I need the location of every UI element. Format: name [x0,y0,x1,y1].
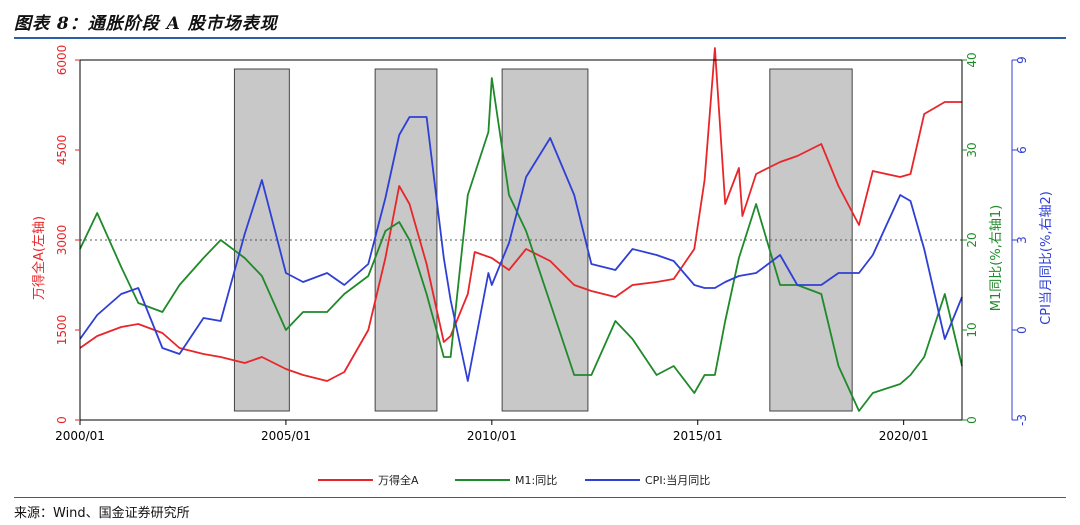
figure-source: 来源：Wind、国金证券研究所 [14,506,190,521]
y-left-axis-label: 万得全A(左轴) [31,216,47,300]
y-right2-axis-label: CPI当月同比(%,右轴2) [1039,191,1054,325]
y_right2-tick-label-1: -3 [1015,414,1029,426]
chart: 2000/01 2005/01 2010/01 2015/01 2020/01 0 150… [31,45,1054,487]
shaded-periods [233,68,853,412]
legend-label-2: M1:同比 [515,474,557,487]
x-tick-label-1: 2000/01 [55,429,105,443]
series-line-1 [79,47,962,382]
x-tick-label-2: 2005/01 [261,429,311,443]
series-line-3 [79,116,963,382]
y_left-tick-label-2: 1500 [55,315,69,346]
y_right1-tick-label-1: 0 [965,416,979,424]
y_right2-tick-label-2: 0 [1015,326,1029,334]
y-right2-axis: -3 0 3 6 9 [1011,56,1029,426]
y_right1-tick-label-5: 40 [965,52,979,67]
header-rule [14,37,1066,39]
figure-title: 图表 8：通胀阶段 A 股市场表现 [14,14,278,34]
y_right1-tick-label-3: 20 [965,232,979,247]
legend-label-3: CPI:当月同比 [645,473,710,487]
y_left-tick-label-5: 6000 [55,45,69,76]
series-lines [79,47,963,412]
legend-label-1: 万得全A [378,473,419,487]
x-axis: 2000/01 2005/01 2010/01 2015/01 2020/01 [55,420,929,443]
footer-rule [14,497,1066,498]
y_left-tick-label-1: 0 [55,416,69,424]
y_right1-tick-label-4: 30 [965,142,979,157]
legend: 万得全A M1:同比 CPI:当月同比 [318,473,710,487]
y-right1-axis: 0 10 20 30 40 [962,52,979,424]
x-tick-label-4: 2015/01 [673,429,723,443]
y_left-tick-label-3: 3000 [55,225,69,256]
y_right2-tick-label-5: 9 [1015,56,1029,64]
figure-header: 图表 8：通胀阶段 A 股市场表现 [0,0,1080,40]
y_right1-tick-label-2: 10 [965,322,979,337]
y-left-axis: 0 1500 3000 4500 6000 [55,45,80,424]
x-tick-label-3: 2010/01 [467,429,517,443]
y_left-tick-label-4: 4500 [55,135,69,166]
y_right2-tick-label-4: 6 [1015,146,1029,154]
y_right2-tick-label-3: 3 [1015,236,1029,244]
y-right1-axis-label: M1同比(%,右轴1) [989,205,1004,311]
x-tick-label-5: 2020/01 [879,429,929,443]
